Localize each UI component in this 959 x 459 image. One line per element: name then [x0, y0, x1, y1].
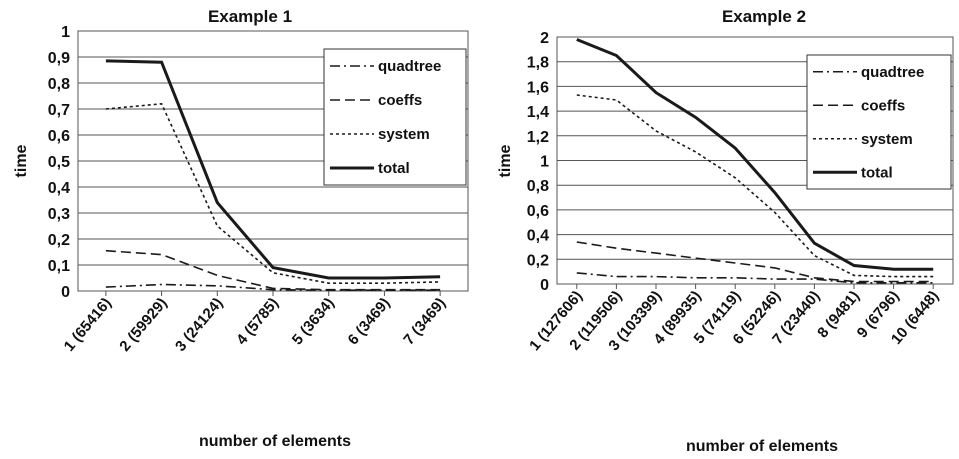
y-tick-label: 1 [61, 24, 70, 41]
y-axis-label: time [13, 144, 30, 177]
chart-title: Example 1 [208, 7, 292, 26]
y-tick-label: 0,6 [527, 203, 549, 220]
legend-label: quadtree [378, 58, 441, 75]
y-tick-label: 1 [540, 154, 549, 171]
y-tick-label: 0,7 [48, 102, 70, 119]
legend-box [806, 54, 952, 190]
y-tick-label: 0,6 [48, 128, 70, 145]
x-tick-label: 5 (3634) [289, 295, 338, 349]
series-line-coeffs [105, 249, 441, 291]
y-tick-label: 0,8 [48, 76, 70, 93]
y-tick-label: 1,8 [527, 55, 549, 72]
y-tick-label: 0,2 [48, 232, 70, 249]
legend-label: coeffs [378, 92, 422, 109]
x-tick-label: 3 (24124) [172, 295, 226, 355]
y-tick-label: 1,4 [527, 104, 549, 121]
series-line-total [576, 38, 934, 271]
y-tick-label: 0,9 [48, 50, 70, 67]
y-tick-label: 0 [540, 277, 549, 294]
y-tick-label: 0,2 [527, 252, 549, 269]
y-tick-label: 0 [61, 284, 70, 301]
y-tick-label: 0,1 [48, 258, 70, 275]
legend-label: system [378, 126, 430, 143]
series-line-quadtree [105, 283, 441, 292]
y-tick-label: 1,2 [527, 129, 549, 146]
series-line-coeffs [576, 241, 934, 283]
y-tick-label: 0,4 [527, 228, 549, 245]
legend-box [323, 48, 467, 186]
y-tick-label: 0,4 [48, 180, 70, 197]
x-tick-label: 6 (3469) [345, 295, 394, 349]
legend-label: total [378, 160, 410, 177]
legend-label: quadtree [861, 64, 924, 81]
y-axis-label: time [497, 144, 514, 177]
x-axis-label: number of elements [686, 438, 838, 455]
legend-label: total [861, 164, 893, 181]
legend-label: coeffs [861, 97, 905, 114]
x-axis-label: number of elements [199, 433, 351, 450]
y-tick-label: 1,6 [527, 79, 549, 96]
y-tick-label: 0,8 [527, 178, 549, 195]
x-tick-label: 4 (5785) [233, 295, 282, 349]
x-tick-label: 7 (3469) [400, 295, 449, 349]
y-tick-label: 2 [540, 30, 549, 47]
y-tick-label: 0,3 [48, 206, 70, 223]
series-line-system [105, 102, 441, 285]
legend-label: system [861, 131, 913, 148]
x-tick-label: 1 (65416) [61, 295, 115, 355]
series-line-total [105, 59, 441, 280]
plot-frame [556, 36, 954, 285]
chart-title: Example 2 [722, 7, 806, 26]
x-tick-label: 2 (59929) [116, 295, 170, 355]
y-tick-label: 0,5 [48, 154, 70, 171]
